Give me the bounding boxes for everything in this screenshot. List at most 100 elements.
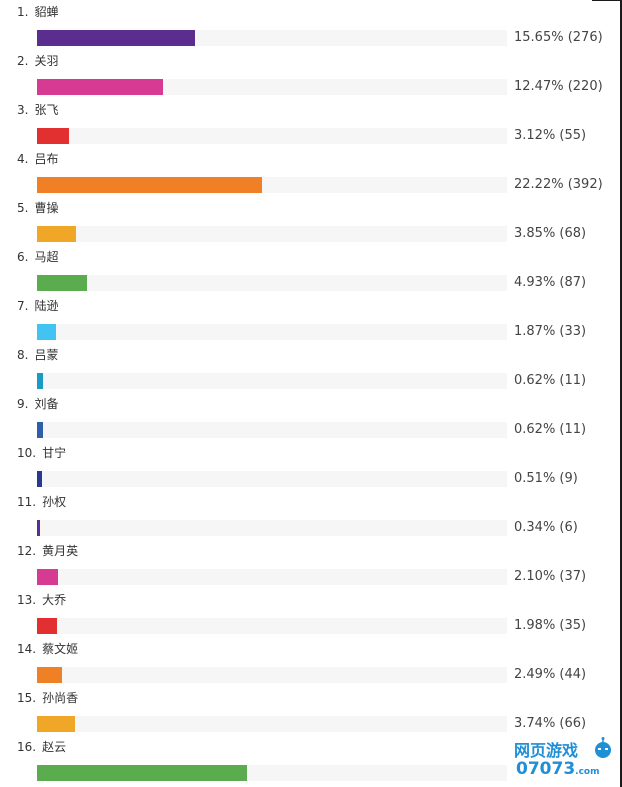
poll-item: 9. 刘备 0.62% (11) [0,394,620,443]
frame-border-top [592,0,622,1]
poll-item-name: 马超 [34,250,59,264]
poll-bar-fill [37,422,43,438]
poll-item-name: 曹操 [34,201,59,215]
poll-item: 12. 黄月英 2.10% (37) [0,541,620,590]
poll-item-value: 3.85% (68) [514,226,587,241]
poll-item-number: 8. [17,348,29,362]
poll-bar-track [37,30,507,46]
poll-item: 3. 张飞 3.12% (55) [0,100,620,149]
poll-item-number: 6. [17,250,29,264]
poll-bar-track [37,275,507,291]
poll-item-label: 14. 蔡文姬 [17,642,78,656]
poll-bar-fill [37,716,75,732]
poll-bar-track [37,471,507,487]
frame-border-right [620,0,622,787]
poll-item-number: 1. [17,5,29,19]
poll-item-value: 0.51% (9) [514,471,578,486]
poll-item-number: 13. [17,593,37,607]
poll-item: 5. 曹操 3.85% (68) [0,198,620,247]
poll-item: 11. 孙权 0.34% (6) [0,492,620,541]
poll-item: 14. 蔡文姬 2.49% (44) [0,639,620,688]
poll-bar-track [37,226,507,242]
poll-item-label: 2. 关羽 [17,54,58,68]
poll-bar-fill [37,569,58,585]
poll-item: 1. 貂蝉 15.65% (276) [0,2,620,51]
poll-bar-track [37,177,507,193]
poll-item-number: 10. [17,446,37,460]
poll-item-label: 16. 赵云 [17,740,66,754]
poll-bar-fill [37,275,87,291]
watermark-domain: 07073.com [516,759,600,779]
poll-bar-fill [37,30,195,46]
poll-item-number: 15. [17,691,37,705]
poll-item: 2. 关羽 12.47% (220) [0,51,620,100]
poll-item-number: 14. [17,642,37,656]
poll-bar-track [37,716,507,732]
poll-item-value: 2.49% (44) [514,667,587,682]
poll-item-value: 1.87% (33) [514,324,587,339]
poll-item: 7. 陆逊 1.87% (33) [0,296,620,345]
poll-item-name: 黄月英 [42,544,79,558]
poll-bar-fill [37,618,57,634]
poll-item-label: 7. 陆逊 [17,299,58,313]
mascot-icon [595,737,611,758]
poll-bar-fill [37,765,247,781]
poll-item: 8. 吕蒙 0.62% (11) [0,345,620,394]
poll-bar-track [37,667,507,683]
poll-item-number: 9. [17,397,29,411]
poll-item-value: 15.65% (276) [514,30,603,45]
poll-bar-track [37,569,507,585]
poll-item: 16. 赵云 [0,737,620,786]
poll-item-number: 4. [17,152,29,166]
poll-item: 10. 甘宁 0.51% (9) [0,443,620,492]
poll-item-value: 0.62% (11) [514,422,587,437]
poll-bar-track [37,373,507,389]
poll-item-label: 15. 孙尚香 [17,691,78,705]
poll-bar-fill [37,520,40,536]
poll-item: 13. 大乔 1.98% (35) [0,590,620,639]
poll-item-label: 6. 马超 [17,250,58,264]
poll-item-value: 0.62% (11) [514,373,587,388]
poll-item-label: 3. 张飞 [17,103,58,117]
poll-item-value: 2.10% (37) [514,569,587,584]
poll-item-label: 12. 黄月英 [17,544,78,558]
poll-item-label: 1. 貂蝉 [17,5,58,19]
poll-bar-fill [37,79,163,95]
poll-item-value: 12.47% (220) [514,79,603,94]
poll-bar-track [37,618,507,634]
poll-item-name: 大乔 [42,593,67,607]
poll-item-value: 3.74% (66) [514,716,587,731]
poll-item: 15. 孙尚香 3.74% (66) [0,688,620,737]
poll-item-label: 10. 甘宁 [17,446,66,460]
poll-item-name: 孙尚香 [42,691,79,705]
poll-item-name: 赵云 [42,740,67,754]
poll-item: 6. 马超 4.93% (87) [0,247,620,296]
poll-item-value: 0.34% (6) [514,520,578,535]
poll-bar-fill [37,128,69,144]
poll-item-number: 7. [17,299,29,313]
poll-item-label: 9. 刘备 [17,397,58,411]
poll-bar-fill [37,177,262,193]
poll-item-value: 3.12% (55) [514,128,587,143]
poll-item-name: 甘宁 [42,446,67,460]
poll-item-name: 孙权 [42,495,67,509]
poll-item-number: 11. [17,495,37,509]
poll-item-number: 16. [17,740,37,754]
poll-item-name: 张飞 [34,103,59,117]
poll-item-name: 陆逊 [34,299,59,313]
poll-item-label: 11. 孙权 [17,495,66,509]
poll-item-label: 13. 大乔 [17,593,66,607]
poll-item-label: 8. 吕蒙 [17,348,58,362]
poll-bar-track [37,128,507,144]
poll-item-name: 吕布 [34,152,59,166]
poll-item-name: 貂蝉 [34,5,59,19]
poll-bar-fill [37,667,62,683]
poll-bar-track [37,422,507,438]
poll-bar-track [37,520,507,536]
poll-item-number: 5. [17,201,29,215]
poll-item-value: 1.98% (35) [514,618,587,633]
poll-item-value: 4.93% (87) [514,275,587,290]
poll-item-name: 吕蒙 [34,348,59,362]
poll-item-number: 12. [17,544,37,558]
poll-item: 4. 吕布 22.22% (392) [0,149,620,198]
